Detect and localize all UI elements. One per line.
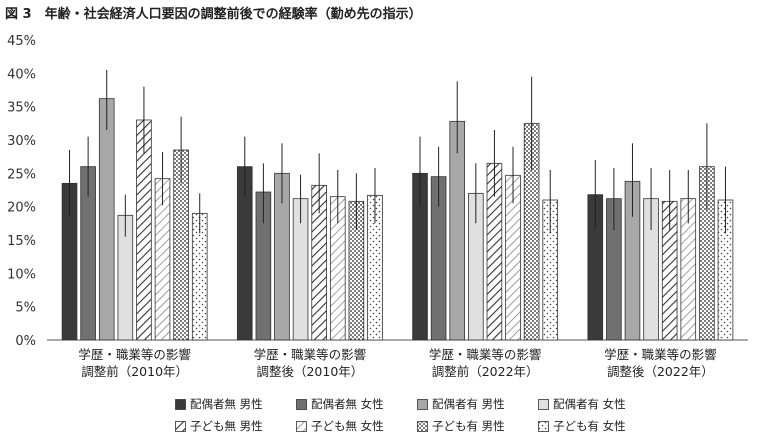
legend-swatch: [296, 420, 307, 432]
legend-swatch: [417, 420, 428, 432]
legend-label: 子ども無 女性: [311, 419, 384, 433]
bar: [449, 120, 466, 341]
legend-item: 配偶者有 女性: [538, 396, 645, 412]
y-tick-label: 20%: [7, 201, 36, 216]
y-tick-label: 10%: [7, 267, 36, 282]
legend-label: 配偶者無 女性: [311, 397, 384, 411]
legend-item: 子ども有 女性: [538, 418, 645, 434]
legend-swatch: [538, 420, 549, 432]
legend-label: 子ども有 女性: [553, 419, 626, 433]
legend-label: 配偶者有 男性: [432, 397, 505, 411]
x-category-label: 調整後（2022年）: [607, 364, 714, 379]
legend-item: 子ども有 男性: [417, 418, 524, 434]
y-tick-label: 40%: [7, 67, 36, 82]
legend-label: 配偶者有 女性: [553, 397, 626, 411]
legend-swatch: [417, 398, 428, 410]
legend-label: 子ども無 男性: [190, 419, 263, 433]
legend-item: 子ども無 女性: [296, 418, 403, 434]
x-category-label: 学歴・職業等の影響: [604, 347, 717, 362]
x-category-label: 学歴・職業等の影響: [78, 347, 191, 362]
legend-swatch: [538, 398, 549, 410]
x-category-label: 学歴・職業等の影響: [429, 347, 542, 362]
x-category-label: 調整前（2010年）: [81, 364, 188, 379]
legend-swatch: [175, 420, 186, 432]
category-labels: 学歴・職業等の影響調整前（2010年）学歴・職業等の影響調整後（2010年）学歴…: [78, 347, 716, 379]
legend-item: 配偶者無 男性: [175, 396, 282, 412]
legend-item: 配偶者有 男性: [417, 396, 524, 412]
y-tick-label: 5%: [15, 301, 36, 316]
bars: [61, 70, 734, 341]
y-tick-label: 30%: [7, 134, 36, 149]
chart-title: 図 3 年齢・社会経済人口要因の調整前後での経験率（勤め先の指示）: [5, 7, 422, 22]
axes: 0% 5% 10% 15% 20% 25% 30% 35% 40% 45%: [7, 34, 748, 349]
y-tick-label: 35%: [7, 101, 36, 116]
chart-plot: 0%5%10%15%20%25%30%35%40%45% 学歴・職業等の影響調整…: [7, 34, 748, 379]
y-tick-label: 0%: [15, 334, 36, 349]
chart-legend: 配偶者無 男性 配偶者無 女性 配偶者有 男性 配偶者有 女性子ども無 男性 子ども無 …: [175, 396, 645, 434]
x-category-label: 調整後（2010年）: [256, 364, 363, 379]
legend-item: 子ども無 男性: [175, 418, 282, 434]
x-category-label: 調整前（2022年）: [432, 364, 539, 379]
y-tick-label: 45%: [7, 34, 36, 49]
y-tick-label: 15%: [7, 234, 36, 249]
legend-label: 子ども有 男性: [432, 419, 505, 433]
legend-swatch: [296, 398, 307, 410]
bar: [98, 98, 115, 341]
legend-label: 配偶者無 男性: [190, 397, 263, 411]
x-category-label: 学歴・職業等の影響: [254, 347, 367, 362]
y-tick-label: 25%: [7, 167, 36, 182]
legend-item: 配偶者無 女性: [296, 396, 403, 412]
legend-swatch: [175, 398, 186, 410]
